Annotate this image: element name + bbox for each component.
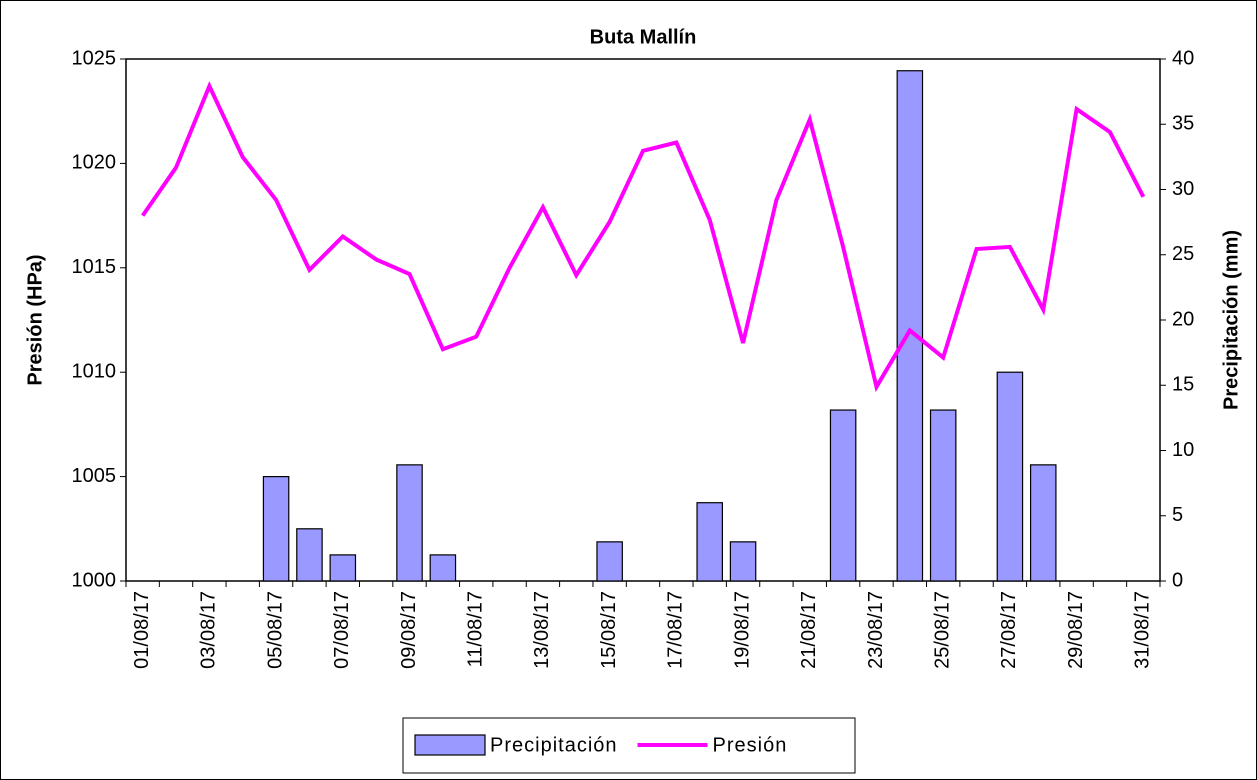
x-tick-label: 15/08/17 bbox=[598, 591, 620, 669]
x-tick-label: 07/08/17 bbox=[331, 591, 353, 669]
legend-label: Precipitación bbox=[490, 734, 618, 756]
y2-tick-label: 30 bbox=[1172, 178, 1194, 200]
x-tick-label: 05/08/17 bbox=[264, 591, 286, 669]
y-tick-label: 1005 bbox=[72, 465, 117, 487]
x-tick-label: 25/08/17 bbox=[931, 591, 953, 669]
y2-tick-label: 10 bbox=[1172, 439, 1194, 461]
bar bbox=[996, 371, 1024, 582]
bar bbox=[829, 409, 857, 582]
bar bbox=[329, 554, 357, 582]
y-tick-label: 1015 bbox=[72, 256, 117, 278]
y2-tick-label: 25 bbox=[1172, 243, 1194, 265]
bar bbox=[896, 70, 924, 582]
x-tick-label: 01/08/17 bbox=[131, 591, 153, 669]
x-tick-label: 19/08/17 bbox=[731, 591, 753, 669]
bar bbox=[729, 541, 757, 582]
x-tick-label: 03/08/17 bbox=[198, 591, 220, 669]
x-tick-label: 13/08/17 bbox=[531, 591, 553, 669]
x-tick-label: 21/08/17 bbox=[798, 591, 820, 669]
y2-axis-label: Precipitación (mm) bbox=[1220, 230, 1242, 410]
y2-tick-label: 35 bbox=[1172, 113, 1194, 135]
bar bbox=[1029, 464, 1057, 582]
bar bbox=[596, 541, 623, 582]
y2-tick-label: 15 bbox=[1172, 374, 1194, 396]
bar bbox=[262, 476, 290, 582]
y-tick-label: 1010 bbox=[72, 360, 117, 382]
bar bbox=[296, 528, 323, 582]
y-tick-label: 1020 bbox=[72, 152, 117, 174]
y2-tick-label: 20 bbox=[1172, 308, 1194, 330]
x-tick-label: 11/08/17 bbox=[465, 591, 487, 667]
y2-tick-label: 0 bbox=[1172, 569, 1183, 591]
bar bbox=[429, 554, 457, 582]
legend-swatch bbox=[414, 734, 486, 756]
y2-tick-label: 40 bbox=[1172, 47, 1194, 69]
x-tick-label: 31/08/17 bbox=[1132, 591, 1154, 669]
x-tick-label: 09/08/17 bbox=[398, 591, 420, 669]
legend-label: Presión bbox=[713, 734, 788, 756]
plot-area bbox=[125, 58, 1161, 582]
chart-title: Buta Mallín bbox=[590, 26, 697, 48]
y-tick-label: 1000 bbox=[72, 569, 117, 591]
x-tick-label: 27/08/17 bbox=[998, 591, 1020, 669]
y-tick-label: 1025 bbox=[72, 47, 117, 69]
bar bbox=[929, 409, 957, 582]
x-tick-label: 29/08/17 bbox=[1065, 591, 1087, 669]
x-tick-label: 23/08/17 bbox=[865, 591, 887, 669]
x-tick-label: 17/08/17 bbox=[665, 591, 687, 669]
y-axis-label: Presión (HPa) bbox=[24, 254, 46, 385]
y2-tick-label: 5 bbox=[1172, 504, 1183, 526]
bar bbox=[696, 502, 723, 582]
bar bbox=[396, 464, 423, 582]
line bbox=[141, 81, 1146, 393]
